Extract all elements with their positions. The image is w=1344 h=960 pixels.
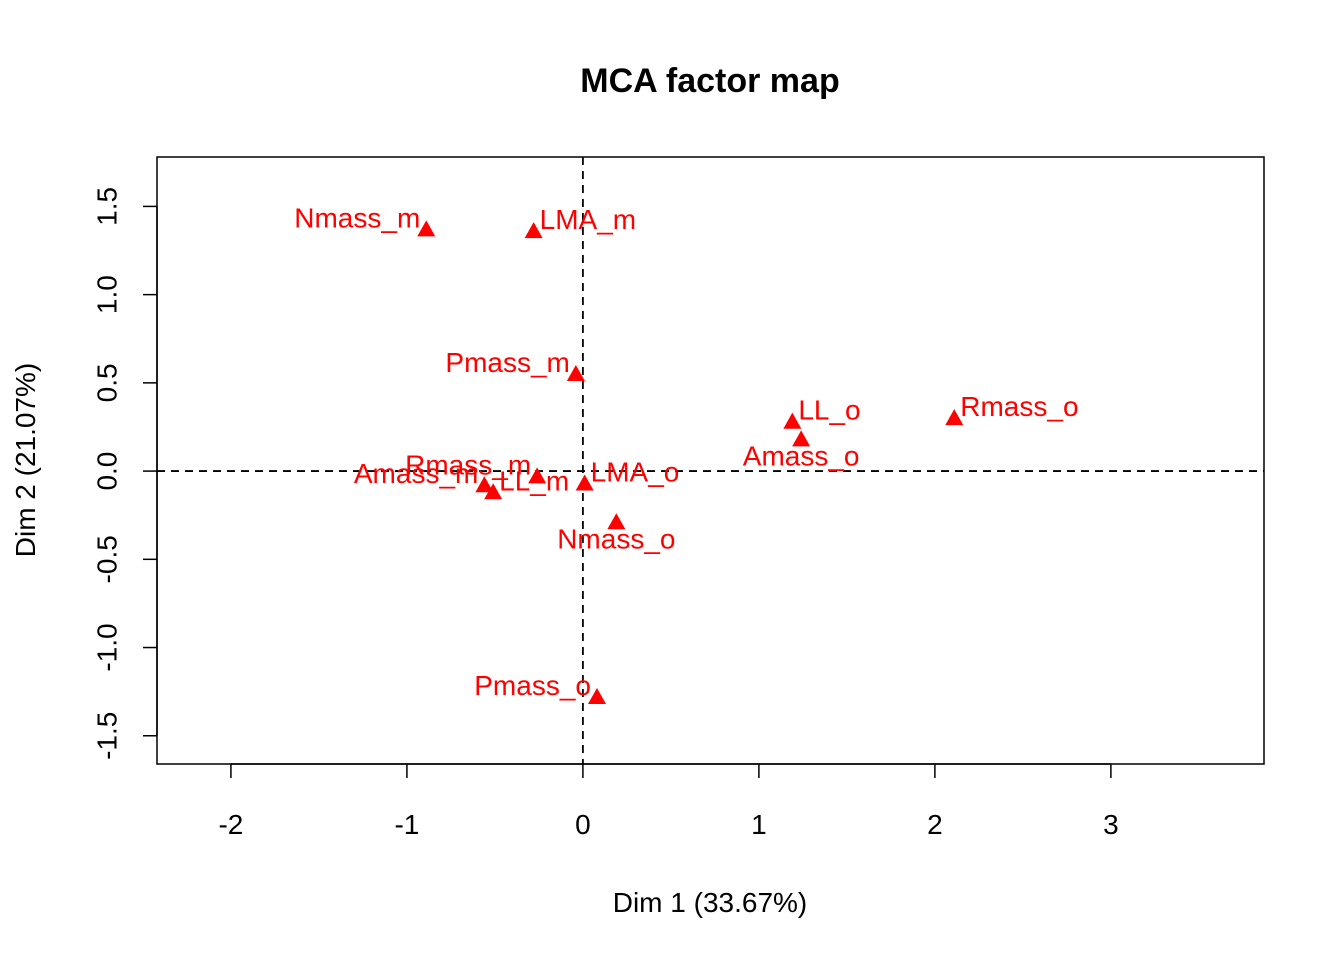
x-axis: -2 -1 0 1 2 3 xyxy=(218,763,1119,840)
x-tick-label: 3 xyxy=(1103,809,1119,840)
x-tick-label: -1 xyxy=(394,809,419,840)
x-tick-label: -2 xyxy=(218,809,243,840)
data-point-lma-o xyxy=(575,474,594,491)
data-point-nmass-m xyxy=(417,220,436,237)
y-tick-label: 1.5 xyxy=(92,187,123,226)
point-labels: Nmass_m LMA_m Pmass_m LL_o Rmass_o Amass_o Rma… xyxy=(294,202,1078,701)
point-label-pmass-m: Pmass_m xyxy=(445,347,569,378)
x-tick-label: 2 xyxy=(927,809,943,840)
y-tick-label: -1.5 xyxy=(92,712,123,760)
x-tick-label: 1 xyxy=(751,809,767,840)
data-point-pmass-m xyxy=(566,365,585,382)
point-label-amass-m: Amass_m xyxy=(354,458,478,489)
point-label-nmass-o: Nmass_o xyxy=(557,523,675,554)
data-point-ll-m xyxy=(484,483,503,500)
point-label-lma-o: LMA_o xyxy=(591,456,680,487)
data-point-nmass-o xyxy=(607,513,626,530)
data-point-rmass-m xyxy=(528,467,547,484)
point-label-lma-m: LMA_m xyxy=(540,204,636,235)
y-axis: -1.5 -1.0 -0.5 0.0 0.5 1.0 1.5 xyxy=(92,187,158,760)
point-label-ll-m: LL_m xyxy=(499,465,569,496)
chart-title: MCA factor map xyxy=(580,62,839,100)
y-tick-label: 0.0 xyxy=(92,452,123,491)
y-tick-label: 0.5 xyxy=(92,363,123,402)
y-axis-label: Dim 2 (21.07%) xyxy=(10,363,41,558)
data-point-pmass-o xyxy=(587,687,606,704)
point-label-ll-o: LL_o xyxy=(798,395,860,426)
point-label-rmass-o: Rmass_o xyxy=(960,391,1078,422)
plot-frame xyxy=(156,156,1265,765)
point-label-rmass-m: Rmass_m xyxy=(405,449,531,480)
x-tick-label: 0 xyxy=(575,809,591,840)
data-point-amass-m xyxy=(475,476,494,493)
x-axis-label: Dim 1 (33.67%) xyxy=(613,887,808,918)
data-point-rmass-o xyxy=(945,409,964,426)
reference-lines xyxy=(157,157,1264,764)
point-label-pmass-o: Pmass_o xyxy=(474,670,591,701)
data-point-ll-o xyxy=(783,412,802,429)
data-point-amass-o xyxy=(792,430,811,447)
data-points xyxy=(417,220,964,704)
data-point-lma-m xyxy=(524,222,543,239)
point-label-amass-o: Amass_o xyxy=(743,440,860,471)
y-tick-label: -0.5 xyxy=(92,535,123,583)
y-tick-label: -1.0 xyxy=(92,623,123,671)
point-label-nmass-m: Nmass_m xyxy=(294,202,420,233)
y-tick-label: 1.0 xyxy=(92,275,123,314)
